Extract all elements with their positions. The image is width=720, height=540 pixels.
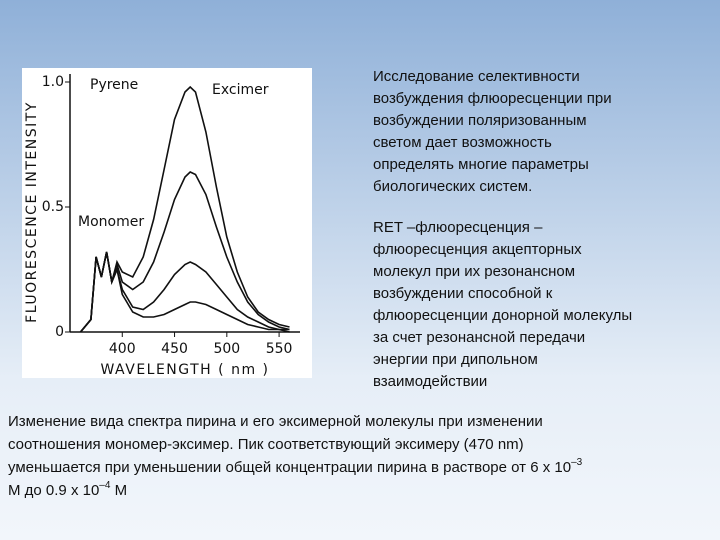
text-line: биологических систем. xyxy=(373,178,533,195)
text-line: возбуждении способной к xyxy=(373,285,553,302)
text-line: флюоресценции донорной молекулы xyxy=(373,307,633,324)
y-axis-label: FLUORESCENCE INTENSITY xyxy=(24,101,40,323)
x-tick-label: 550 xyxy=(266,341,293,357)
x-tick-label: 400 xyxy=(109,341,136,357)
x-tick-label: 500 xyxy=(213,341,240,357)
text-run: соотношения мономер-эксимер. Пик соответ… xyxy=(8,436,524,453)
superscript: –4 xyxy=(99,480,111,491)
text-line: флюоресценция акцепторных xyxy=(373,241,582,258)
text-line: взаимодействии xyxy=(373,373,488,390)
text-line: RET –флюоресценция – xyxy=(373,219,543,236)
text-line: определять многие параметры xyxy=(373,156,589,173)
text-line: энергии при дипольном xyxy=(373,351,538,368)
annotation: Pyrene xyxy=(90,77,138,93)
text-line: уменьшается при уменьшении общей концент… xyxy=(8,457,582,479)
text-line: возбуждения флюоресценции при xyxy=(373,90,612,107)
text-run: М xyxy=(110,482,128,499)
text-line: светом дает возможность xyxy=(373,134,552,151)
text-run: Изменение вида спектра пирина и его экси… xyxy=(8,413,543,430)
text-line: М до 0.9 х 10–4 М xyxy=(8,480,127,502)
annotation: Excimer xyxy=(212,82,269,98)
text-line: возбуждении поляризованным xyxy=(373,112,587,129)
text-line: Исследование селективности xyxy=(373,68,580,85)
superscript: –3 xyxy=(571,457,583,468)
text-run: уменьшается при уменьшении общей концент… xyxy=(8,459,572,476)
x-tick-label: 450 xyxy=(161,341,188,357)
annotation: Monomer xyxy=(78,214,144,230)
text-line: молекул при их резонансном xyxy=(373,263,576,280)
y-tick-label: 1.0 xyxy=(42,74,64,90)
y-tick-label: 0 xyxy=(55,324,64,340)
series-line xyxy=(79,251,290,333)
text-line: за счет резонансной передачи xyxy=(373,329,586,346)
text-line: соотношения мономер-эксимер. Пик соответ… xyxy=(8,434,524,456)
text-line: Изменение вида спектра пирина и его экси… xyxy=(8,411,543,433)
y-tick-label: 0.5 xyxy=(42,199,64,215)
text-run: М до 0.9 х 10 xyxy=(8,482,100,499)
x-axis-label: WAVELENGTH ( nm ) xyxy=(100,362,269,378)
